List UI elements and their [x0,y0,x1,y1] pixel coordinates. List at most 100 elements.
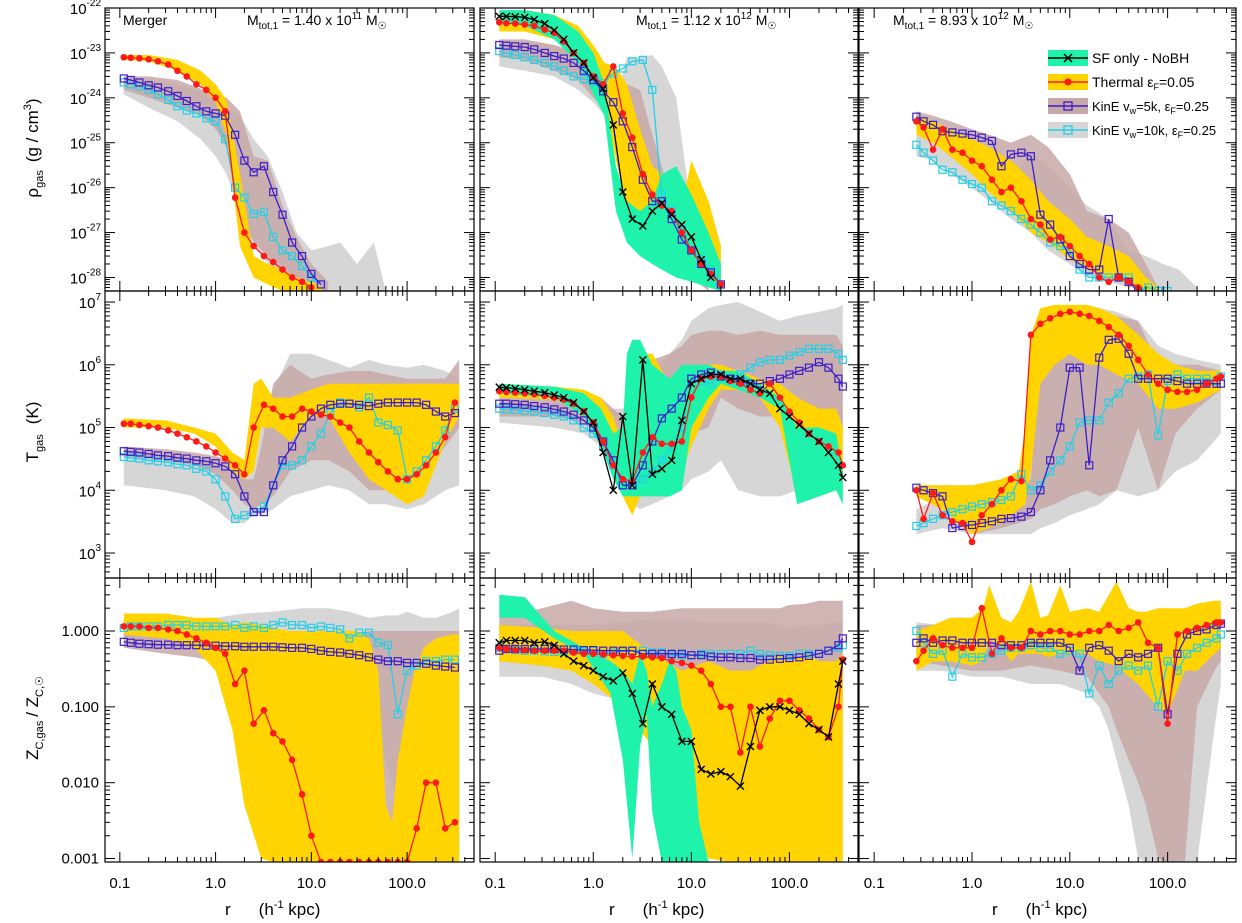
point-kin5 [288,643,297,652]
svg-text:r(h-1 kpc): r (h-1 kpc) [225,899,320,919]
point-thermal [1183,627,1191,635]
panel-density-1: 10-28 10-27 10-26 10-25 10-24 10-23 10-22 [70,0,475,292]
point-thermal [1115,627,1122,635]
y-label-metallicity: ZC,gas/ ZC,☉ [23,676,46,760]
point-kin5 [345,649,354,658]
point-sf [716,370,725,379]
x-tick-label: 0.1 [109,875,130,892]
point-thermal [1115,331,1122,339]
point-kin10 [511,50,520,60]
point-kin5 [288,442,297,451]
point-sf [550,391,559,400]
point-thermal [231,462,239,469]
svg-text:KinE vw=5k, εF=0.25: KinE vw=5k, εF=0.25 [1092,99,1209,116]
point-kin5 [1104,335,1113,344]
point-thermal [164,626,172,633]
point-thermal [127,623,135,630]
point-kin5 [1065,643,1074,652]
point-thermal [776,394,784,401]
point-kin5 [706,652,715,661]
point-thermal [511,646,519,654]
point-thermal [441,825,449,832]
point-sf [667,210,676,219]
point-thermal [639,170,647,178]
point-kin10 [345,634,354,643]
point-kin5 [1114,273,1123,282]
point-sf [579,661,588,670]
point-thermal [1057,310,1064,318]
point-kin5 [1026,507,1035,517]
point-kin10 [153,457,163,466]
point-kin5 [726,653,735,662]
point-kin10 [364,393,374,402]
column-title-3: Mtot,1 = 8.93 x 1012 M☉ [893,11,1033,32]
point-thermal [1076,631,1083,638]
point-kin10 [834,349,843,358]
x-tick-label: 100.0 [388,875,426,892]
point-thermal [1018,477,1025,485]
point-sf [540,637,549,646]
point-kin10 [1124,374,1133,383]
point-kin10 [1216,630,1225,639]
point-kin10 [1104,679,1113,689]
point-kin5 [297,643,307,652]
x-tick-label: 1.0 [962,875,983,892]
point-kin10 [967,502,977,511]
point-kin5 [977,638,986,647]
point-kin10 [657,456,666,465]
point-kin5 [540,403,549,412]
point-sf [520,385,529,394]
point-kin5 [1173,376,1182,386]
point-kin5 [511,42,520,51]
point-kin10 [164,95,173,104]
point-kin5 [412,398,421,407]
point-kin5 [278,643,287,652]
point-kin10 [775,355,785,364]
point-kin5 [928,120,938,129]
point-thermal [1027,627,1035,635]
point-thermal [678,438,686,445]
point-thermal [1154,380,1162,387]
point-thermal [639,653,647,660]
point-sf [559,649,568,658]
point-kin10 [288,620,297,630]
point-thermal [221,650,229,658]
point-thermal [288,274,296,281]
point-sf [775,404,784,413]
point-thermal [308,832,315,839]
point-kin10 [706,379,715,388]
point-thermal [1066,242,1074,250]
point-thermal [120,623,128,630]
point-kin10 [231,514,240,523]
point-sf [599,672,608,681]
point-kin5 [502,41,511,50]
point-kin10 [987,649,997,658]
point-thermal [688,247,695,254]
point-kin10 [259,207,269,216]
point-kin5 [958,129,967,138]
point-thermal [1105,278,1113,286]
point-kin5 [288,238,297,247]
point-kin5 [785,370,794,379]
point-thermal [668,657,675,665]
point-kin5 [967,130,977,139]
point-sf [550,641,559,650]
point-thermal [317,858,325,862]
point-thermal [658,654,666,662]
point-thermal [737,749,744,756]
panel-grid: 10-2810-2710-2610-2510-2410-2310-2210310… [61,0,1237,892]
point-thermal [241,667,248,674]
point-kin5 [824,363,833,372]
point-kin10 [336,625,345,634]
point-kin5 [383,398,392,407]
point-sf [667,710,676,719]
point-kin10 [736,649,745,658]
point-sf [746,379,755,388]
point-thermal [619,110,627,117]
point-kin10 [804,344,814,353]
panel-density-2 [479,7,859,292]
point-kin5 [355,400,364,409]
point-kin5 [374,655,383,664]
point-kin5 [716,653,725,662]
point-sf [838,657,847,666]
